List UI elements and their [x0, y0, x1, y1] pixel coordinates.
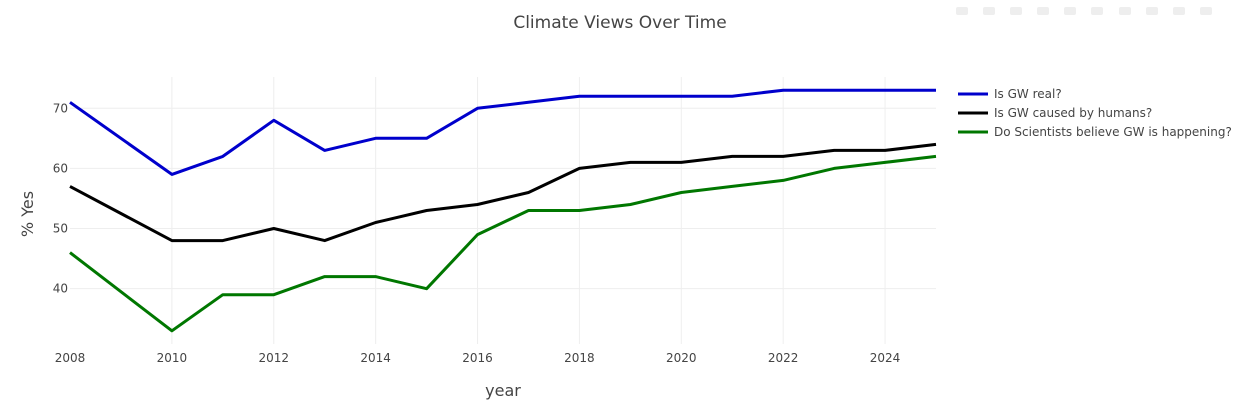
x-tick-label: 2014 [360, 351, 391, 365]
legend-item[interactable]: Is GW real? [958, 87, 1062, 101]
x-tick-label: 2016 [462, 351, 493, 365]
plotly-logo-icon[interactable] [1199, 7, 1212, 15]
x-tick-label: 2022 [768, 351, 799, 365]
x-tick-label: 2010 [157, 351, 188, 365]
x-axis-title: year [485, 381, 521, 400]
zoom-in-icon[interactable] [1037, 7, 1050, 15]
chart-title: Climate Views Over Time [513, 13, 726, 33]
series-lines [69, 88, 937, 333]
modebar [946, 0, 1256, 15]
x-tick-label: 2018 [564, 351, 595, 365]
y-tick-label: 70 [53, 101, 68, 115]
x-tick-label: 2024 [870, 351, 901, 365]
series-line-3 [69, 154, 937, 333]
reset-axes-icon[interactable] [1118, 7, 1131, 15]
series-line-2 [69, 142, 937, 243]
legend-label: Is GW real? [994, 87, 1062, 101]
legend-item[interactable]: Do Scientists believe GW is happening? [958, 125, 1232, 139]
gridlines [70, 77, 936, 344]
zoom-out-icon[interactable] [1064, 7, 1077, 15]
y-tick-label: 50 [53, 222, 68, 236]
tick-labels: 2008 2010 2012 2014 2016 2018 2020 2022 2024 40 50… [53, 101, 901, 365]
legend[interactable]: Is GW real? Is GW caused by humans? Do Sci… [958, 87, 1232, 139]
hover-closest-icon[interactable] [1172, 7, 1185, 15]
x-tick-label: 2020 [666, 351, 697, 365]
pan-icon[interactable] [1010, 7, 1023, 15]
x-tick-label: 2012 [258, 351, 289, 365]
x-tick-label: 2008 [55, 351, 86, 365]
y-axis-title: % Yes [18, 191, 37, 237]
legend-label: Is GW caused by humans? [994, 106, 1152, 120]
spike-lines-icon[interactable] [1145, 7, 1158, 15]
series-line-1 [69, 88, 936, 176]
y-tick-label: 40 [53, 282, 68, 296]
zoom-icon[interactable] [983, 7, 996, 15]
legend-label: Do Scientists believe GW is happening? [994, 125, 1232, 139]
camera-icon[interactable] [956, 7, 968, 15]
legend-item[interactable]: Is GW caused by humans? [958, 106, 1152, 120]
y-tick-label: 60 [53, 161, 68, 175]
autoscale-icon[interactable] [1091, 7, 1104, 15]
